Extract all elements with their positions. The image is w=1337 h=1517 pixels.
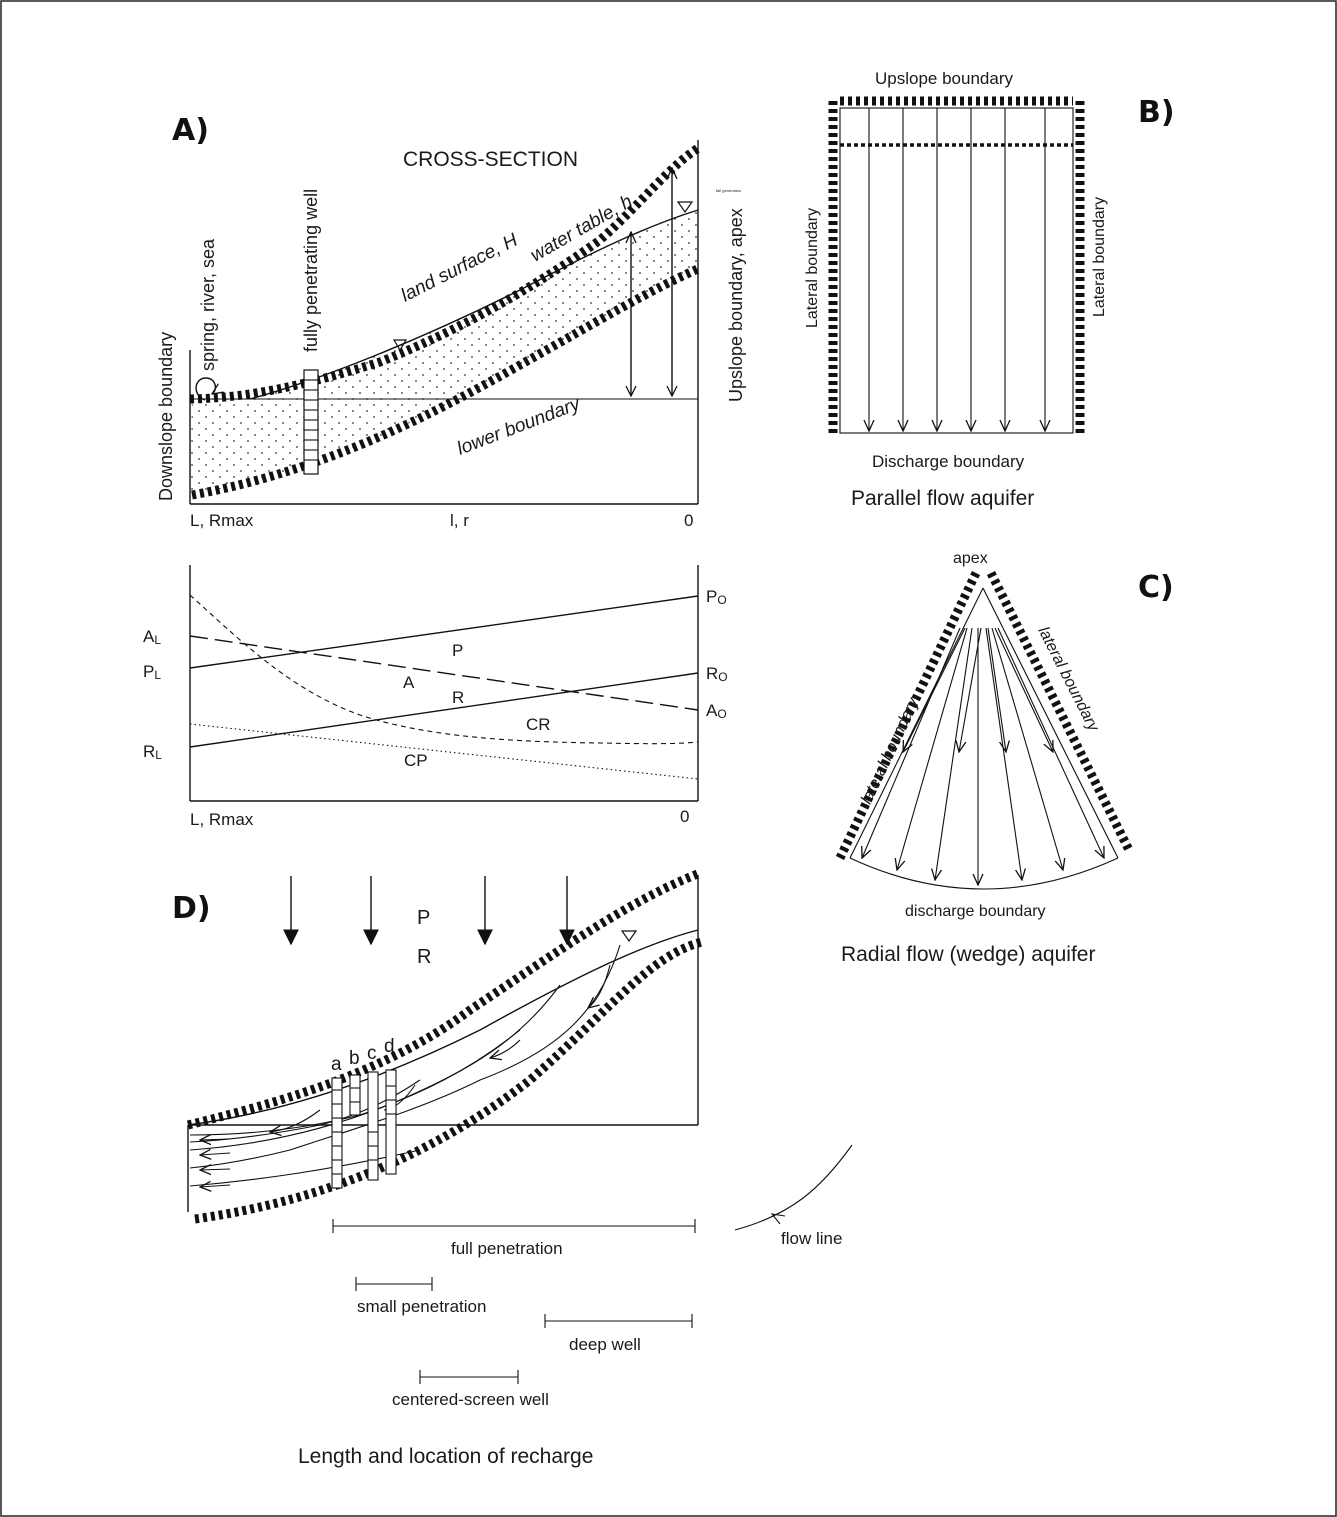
cp-curve-label: CP — [404, 751, 428, 770]
panel-label-c: C) — [1138, 570, 1174, 605]
radial-flow-arrows — [862, 627, 1104, 885]
po-label: PO — [706, 587, 727, 607]
deep-well-label: deep well — [569, 1335, 641, 1354]
x-axis-left-label: L, Rmax — [190, 511, 254, 530]
lateral-boundary-right-label: Lateral boundary — [1091, 197, 1108, 317]
wedge-right-edge — [982, 587, 1119, 859]
well-d-label: d — [384, 1036, 395, 1057]
p-line — [189, 595, 699, 669]
centered-screen-bar — [419, 1370, 519, 1384]
cr-curve — [189, 594, 699, 745]
ao-label: AO — [706, 701, 727, 721]
well-screen-ticks — [304, 379, 318, 461]
lateral-boundary-left-label: Lateral boundary — [804, 208, 821, 328]
apex-label: apex — [953, 550, 988, 567]
well-a-label: a — [331, 1054, 342, 1075]
fully-penetrating-well — [303, 369, 319, 475]
d-wells — [331, 1069, 397, 1189]
lower-boundary-line — [191, 263, 702, 500]
recharge-p-label: P — [417, 907, 430, 929]
ro-label: RO — [706, 664, 728, 684]
discharge-arc — [849, 857, 1119, 890]
d-water-table — [187, 929, 699, 1126]
r-line — [189, 672, 699, 748]
spring-arrow-icon — [195, 377, 215, 401]
legend-flow-arrow-icon — [770, 1213, 786, 1225]
water-table-marker-icon — [620, 930, 638, 943]
panel-label-b: B) — [1138, 95, 1175, 130]
spring-label: spring, river, sea — [198, 238, 218, 371]
x-axis-right-label: 0 — [684, 511, 693, 530]
plot-x-right-label: 0 — [680, 807, 689, 826]
full-penetration-label: full penetration — [451, 1239, 563, 1258]
land-surface-line — [189, 143, 703, 404]
recharge-arrows — [283, 876, 575, 946]
well-b-label: b — [349, 1048, 360, 1069]
flow-line-legend-label: flow line — [781, 1229, 842, 1248]
d-lower-boundary — [194, 937, 704, 1224]
water-table-marker-icon — [676, 201, 694, 214]
land-surface-label: land surface, H — [398, 230, 522, 307]
well-c-label: c — [367, 1043, 377, 1064]
tiny-label: fall generation — [716, 188, 741, 193]
rl-label: RL — [143, 742, 162, 762]
panel-d-recharge: D) P R — [172, 868, 853, 1468]
r-curve-label: R — [452, 688, 464, 707]
discharge-boundary-label: discharge boundary — [905, 903, 1046, 920]
discharge-boundary-label: Discharge boundary — [872, 452, 1025, 471]
cross-section-title: CROSS-SECTION — [403, 148, 578, 171]
lower-boundary-label: lower boundary — [454, 393, 584, 460]
panel-b-parallel-flow: B) Upslope boundary Lateral boundary Lat… — [804, 69, 1175, 510]
small-penetration-bar — [355, 1277, 433, 1291]
right-lateral-hatch — [986, 570, 1135, 855]
full-penetration-bar — [332, 1219, 696, 1233]
panel-c-radial-flow: C) apex lateral boundary lateral boundar… — [835, 550, 1174, 966]
a-line — [189, 635, 699, 711]
cp-line — [189, 723, 699, 780]
parallel-aquifer-box — [839, 107, 1074, 434]
lateral-boundary-left-label: lateral boundary — [858, 695, 922, 807]
small-penetration-label: small penetration — [357, 1297, 486, 1316]
legend-flow-line — [734, 1144, 853, 1231]
recharge-r-label: R — [417, 946, 431, 968]
panel-c-caption: Radial flow (wedge) aquifer — [841, 943, 1095, 966]
al-label: AL — [143, 627, 161, 647]
wedge-left-edge — [849, 587, 984, 859]
panel-label-d: D) — [172, 891, 211, 926]
upslope-boundary-label: Upslope boundary, apex — [726, 208, 746, 402]
p-curve-label: P — [452, 641, 463, 660]
d-well-screen-ticks — [332, 1085, 396, 1175]
plot-x-left-label: L, Rmax — [190, 810, 254, 829]
parallel-flow-arrows — [869, 108, 1045, 431]
d-flow-lines — [189, 944, 621, 1187]
panel-a-parameter-plot: PO RO AO AL PL RL P A R CR CP L, Rmax 0 — [143, 565, 728, 829]
panel-label-a: A) — [172, 113, 209, 148]
panel-a-cross-section: A) CROSS-SECTION fall gen — [156, 113, 746, 530]
deep-well-bar — [544, 1314, 693, 1328]
upslope-boundary-label: Upslope boundary — [875, 69, 1013, 88]
aquifer-fill — [190, 210, 698, 495]
panel-b-caption: Parallel flow aquifer — [851, 487, 1034, 510]
d-land-surface — [186, 868, 702, 1130]
a-curve-label: A — [403, 673, 415, 692]
water-table-marker-icon — [392, 339, 408, 352]
centered-screen-label: centered-screen well — [392, 1390, 549, 1409]
x-axis-mid-label: l, r — [450, 511, 469, 530]
well-label: fully penetrating well — [301, 189, 321, 352]
lateral-boundary-right-label: lateral boundary — [1034, 624, 1102, 735]
cr-curve-label: CR — [526, 715, 551, 734]
downslope-boundary-label: Downslope boundary — [156, 332, 176, 501]
pl-label: PL — [143, 662, 161, 682]
panel-d-caption: Length and location of recharge — [298, 1445, 593, 1468]
